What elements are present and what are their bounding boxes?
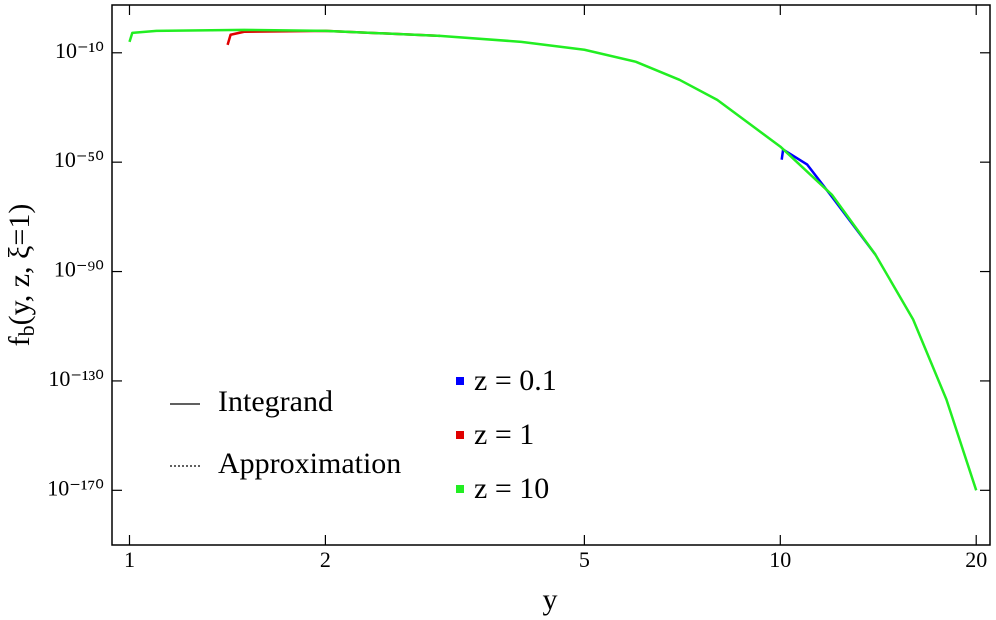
y-tick-label: 10⁻¹⁷⁰ bbox=[47, 475, 104, 500]
x-axis-title: y bbox=[543, 583, 558, 616]
series-line bbox=[226, 29, 441, 46]
y-axis-title: fb(y, z, ξ=1) bbox=[3, 204, 39, 347]
y-tick-label: 10⁻⁹⁰ bbox=[54, 257, 104, 282]
legend-label: Approximation bbox=[218, 447, 401, 480]
plot-frame bbox=[111, 4, 991, 546]
y-tick-label: 10⁻¹³⁰ bbox=[48, 366, 104, 391]
x-tick-label: 5 bbox=[579, 547, 590, 572]
x-tick-label: 1 bbox=[124, 547, 135, 572]
y-tick-label: 10⁻⁵⁰ bbox=[54, 147, 104, 172]
legend-label: z = 10 bbox=[474, 472, 549, 505]
legend-label: Integrand bbox=[218, 385, 333, 418]
series-line bbox=[128, 28, 978, 491]
legend-swatch bbox=[456, 377, 464, 385]
legend-swatch bbox=[456, 485, 464, 493]
x-tick-label: 20 bbox=[965, 547, 987, 572]
legend-label: z = 1 bbox=[474, 418, 534, 451]
x-tick-label: 10 bbox=[769, 547, 791, 572]
x-tick-label: 2 bbox=[320, 547, 331, 572]
y-tick-label: 10⁻¹⁰ bbox=[55, 38, 104, 63]
series-line bbox=[780, 148, 877, 256]
legend-swatch bbox=[456, 431, 464, 439]
legend-label: z = 0.1 bbox=[474, 364, 557, 397]
